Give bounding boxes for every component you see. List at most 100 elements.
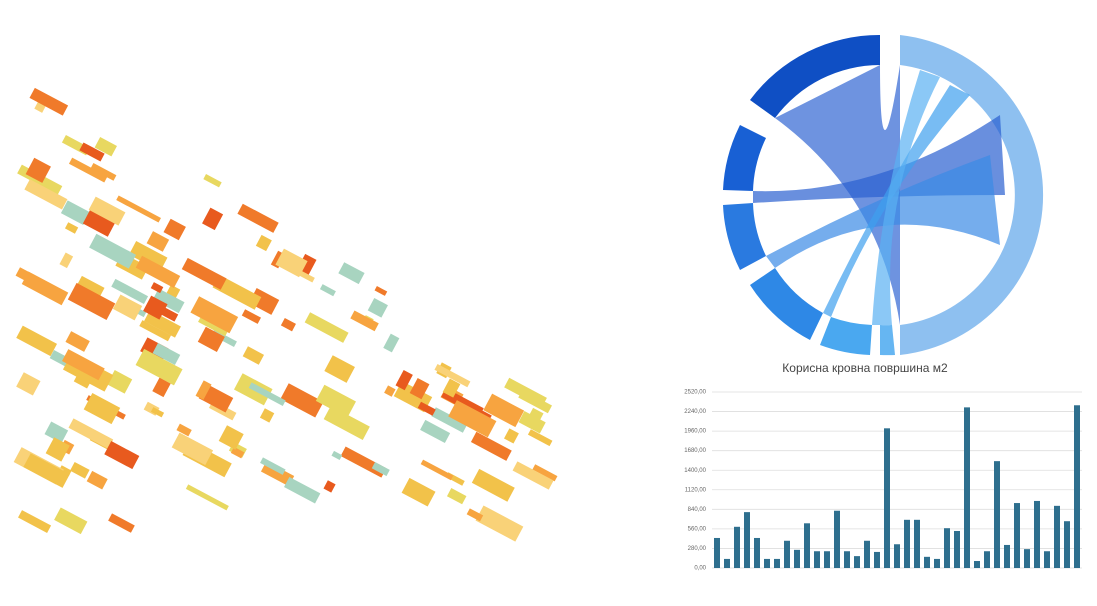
- building: [504, 377, 547, 408]
- bar: [874, 551, 880, 568]
- building: [446, 488, 467, 505]
- building: [144, 310, 181, 338]
- bar: [1054, 505, 1060, 568]
- building: [532, 464, 558, 482]
- building: [197, 326, 225, 352]
- building-map: [13, 87, 558, 542]
- chord-arc: [723, 203, 766, 270]
- bar: [774, 558, 780, 568]
- y-tick-label: 1960,00: [684, 429, 706, 435]
- bar: [1004, 544, 1010, 568]
- bar: [1014, 503, 1020, 568]
- bar: [934, 558, 940, 568]
- building: [323, 480, 336, 493]
- chord-arc: [723, 125, 766, 191]
- y-tick-label: 2240,00: [684, 409, 706, 415]
- building: [202, 207, 224, 231]
- building: [350, 310, 379, 332]
- building: [241, 309, 261, 324]
- building: [88, 196, 126, 226]
- building: [108, 513, 135, 533]
- bar: [894, 544, 900, 568]
- building: [23, 453, 70, 488]
- bar: [964, 407, 970, 568]
- building: [94, 137, 117, 157]
- building: [470, 431, 512, 461]
- y-tick-label: 280,00: [688, 546, 707, 552]
- bar: [734, 526, 740, 568]
- bar: [944, 528, 950, 568]
- building: [59, 252, 74, 269]
- building: [68, 157, 108, 183]
- building: [340, 446, 387, 478]
- chart: Корисна кровна површина м2 0,00 280,00 560…: [684, 361, 1082, 572]
- building: [198, 315, 229, 337]
- bar: [784, 540, 790, 568]
- bar: [954, 530, 960, 568]
- chord-ribbon: [775, 65, 900, 325]
- bar: [744, 512, 750, 568]
- building: [82, 209, 116, 237]
- building: [527, 429, 553, 447]
- building: [324, 355, 355, 383]
- bar: [864, 540, 870, 568]
- building: [181, 257, 227, 290]
- building: [67, 282, 116, 321]
- building: [77, 275, 105, 297]
- building: [65, 331, 90, 352]
- building: [152, 343, 181, 365]
- building: [68, 418, 114, 449]
- chord-arc: [750, 34, 880, 118]
- building: [24, 179, 68, 210]
- bar: [924, 556, 930, 568]
- bar: [834, 510, 840, 568]
- bar: [844, 551, 850, 568]
- building: [73, 376, 90, 389]
- bar: [1034, 500, 1040, 568]
- building: [86, 470, 108, 490]
- building: [185, 484, 229, 511]
- building: [89, 233, 137, 269]
- building: [284, 476, 321, 504]
- building: [54, 507, 88, 535]
- chord-ribbon: [823, 85, 970, 317]
- chord-arc: [820, 317, 872, 355]
- bar: [1074, 405, 1080, 568]
- building: [83, 393, 121, 425]
- y-tick-label: 840,00: [688, 507, 707, 513]
- building: [304, 312, 349, 343]
- building: [420, 459, 454, 481]
- chord-arc: [750, 268, 823, 340]
- building: [448, 400, 497, 438]
- chord-arc: [900, 35, 1044, 355]
- y-tick-label: 1400,00: [684, 468, 706, 474]
- building: [112, 294, 143, 321]
- building: [176, 423, 192, 437]
- bar: [1044, 551, 1050, 568]
- building: [135, 348, 183, 386]
- building: [21, 271, 69, 306]
- y-tick-label: 2520,00: [684, 390, 706, 396]
- bar: [1064, 521, 1070, 568]
- bar: [984, 551, 990, 568]
- y-tick-label: 560,00: [688, 526, 707, 532]
- y-tick-label: 1120,00: [685, 487, 707, 493]
- bar: [904, 519, 910, 568]
- building: [104, 441, 140, 470]
- building: [323, 405, 370, 440]
- building: [111, 278, 149, 304]
- y-tick-label: 1680,00: [684, 448, 706, 454]
- building: [401, 477, 436, 507]
- chart-title: Корисна кровна површина м2: [782, 361, 948, 375]
- bar: [754, 537, 760, 568]
- building: [280, 317, 296, 332]
- building: [195, 380, 212, 400]
- building: [90, 162, 117, 181]
- building: [25, 157, 51, 183]
- building: [420, 419, 451, 444]
- bar: [884, 428, 890, 568]
- chord-diagram: [723, 34, 1044, 356]
- building: [431, 407, 468, 433]
- building: [260, 457, 286, 475]
